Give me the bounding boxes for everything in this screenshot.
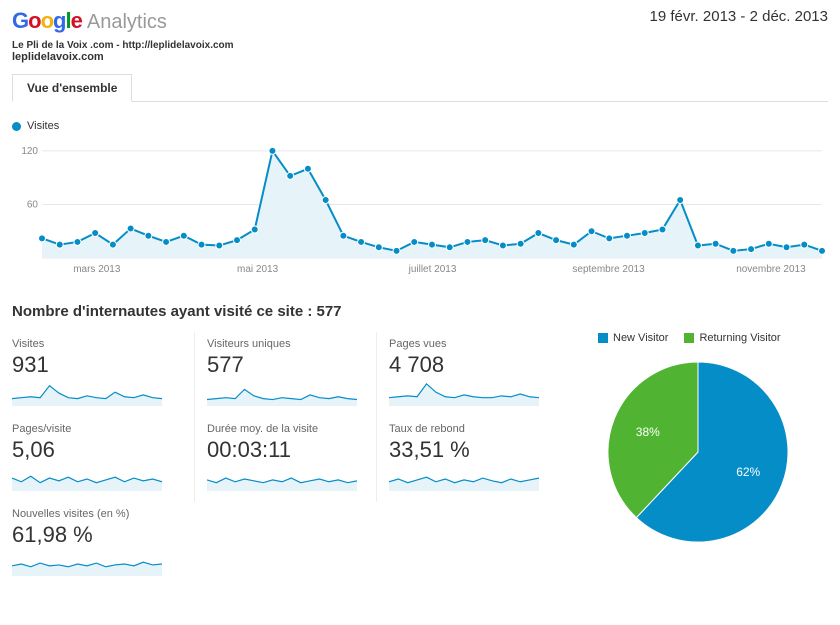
metric-value: 577 <box>207 352 364 378</box>
metric-label: Pages/visite <box>12 423 182 435</box>
logo: Google Analytics <box>12 8 167 34</box>
account-path: Le Pli de la Voix .com - http://leplidel… <box>0 38 840 51</box>
metric-value: 5,06 <box>12 437 182 463</box>
sparkline <box>12 552 162 576</box>
metric-card[interactable]: Visites 931 <box>12 332 194 417</box>
pie-legend-item: Returning Visitor <box>684 332 780 344</box>
svg-text:120: 120 <box>21 146 38 157</box>
metric-value: 931 <box>12 352 182 378</box>
sparkline <box>12 382 162 406</box>
logo-google: Google <box>12 8 82 34</box>
property-name: leplidelavoix.com <box>0 51 840 69</box>
svg-text:62%: 62% <box>736 465 760 479</box>
tabs: Vue d'ensemble <box>12 73 828 102</box>
metric-value: 4 708 <box>389 352 546 378</box>
logo-analytics: Analytics <box>87 11 167 34</box>
pie-legend-item: New Visitor <box>598 332 668 344</box>
visits-line-chart[interactable]: 60 120 mars 2013 mai 2013 juillet 2013 septem… <box>12 136 828 276</box>
sparkline <box>389 382 539 406</box>
metric-label: Taux de rebond <box>389 423 546 435</box>
svg-text:mars 2013: mars 2013 <box>73 264 121 275</box>
metric-card[interactable]: Pages/visite 5,06 <box>12 417 194 502</box>
legend-swatch-icon <box>598 333 608 343</box>
metric-card[interactable]: Durée moy. de la visite 00:03:11 <box>194 417 376 502</box>
metrics-grid: Visites 931 Visiteurs uniques 577 Pages … <box>0 332 840 599</box>
metric-label: Nouvelles visites (en %) <box>12 508 182 520</box>
sparkline <box>12 467 162 491</box>
pie-legend: New Visitor Returning Visitor <box>578 332 828 344</box>
metric-label: Durée moy. de la visite <box>207 423 364 435</box>
metric-label: Pages vues <box>389 338 546 350</box>
legend-label: Visites <box>27 120 59 132</box>
chart-legend: Visites <box>12 120 828 132</box>
metric-value: 33,51 % <box>389 437 546 463</box>
legend-dot-icon <box>12 122 21 131</box>
summary-title: Nombre d'internautes ayant visité ce sit… <box>0 287 840 332</box>
pie-panel: New Visitor Returning Visitor 62% 38% <box>578 332 828 587</box>
metric-label: Visites <box>12 338 182 350</box>
metric-card[interactable]: Visiteurs uniques 577 <box>194 332 376 417</box>
svg-text:novembre 2013: novembre 2013 <box>736 264 806 275</box>
date-range[interactable]: 19 févr. 2013 - 2 déc. 2013 <box>650 8 828 25</box>
metric-value: 61,98 % <box>12 522 182 548</box>
legend-swatch-icon <box>684 333 694 343</box>
metric-value: 00:03:11 <box>207 437 364 463</box>
metrics-panel: Visites 931 Visiteurs uniques 577 Pages … <box>12 332 558 587</box>
svg-text:mai 2013: mai 2013 <box>237 264 279 275</box>
metric-label: Visiteurs uniques <box>207 338 364 350</box>
visitor-pie-chart[interactable]: 62% 38% <box>598 352 798 552</box>
metric-card[interactable]: Nouvelles visites (en %) 61,98 % <box>12 502 194 587</box>
sparkline <box>207 467 357 491</box>
sparkline <box>207 382 357 406</box>
sparkline <box>389 467 539 491</box>
svg-text:38%: 38% <box>636 425 660 439</box>
tab-overview[interactable]: Vue d'ensemble <box>12 74 132 102</box>
header: Google Analytics 19 févr. 2013 - 2 déc. … <box>0 0 840 38</box>
svg-text:juillet 2013: juillet 2013 <box>408 264 457 275</box>
metric-card[interactable]: Taux de rebond 33,51 % <box>376 417 558 502</box>
main-chart-area: Visites 60 120 mars 2013 mai 2013 juillet 20… <box>0 102 840 287</box>
svg-text:septembre 2013: septembre 2013 <box>572 264 645 275</box>
svg-text:60: 60 <box>27 199 39 210</box>
metric-card[interactable]: Pages vues 4 708 <box>376 332 558 417</box>
